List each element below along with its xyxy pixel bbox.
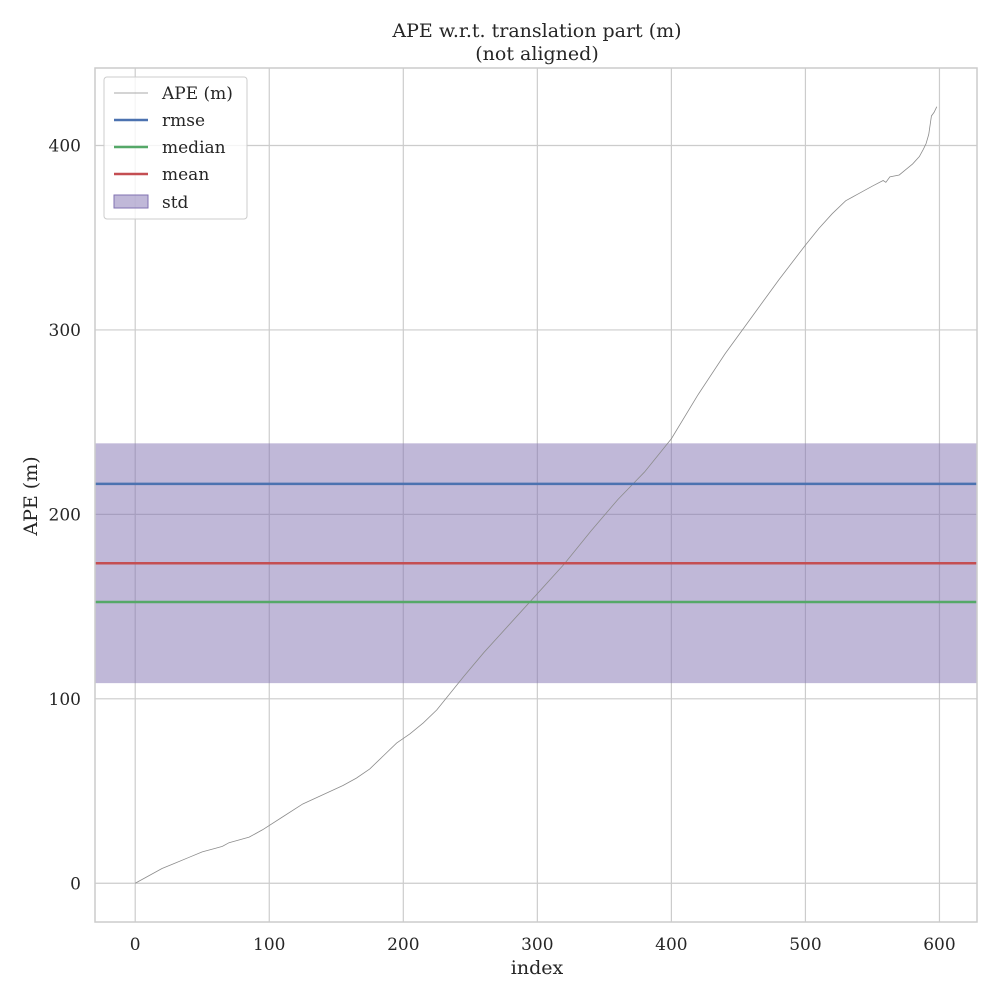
y-tick-label: 0 <box>70 874 81 894</box>
y-tick-label: 400 <box>49 136 81 156</box>
legend-label-ape: APE (m) <box>161 84 233 104</box>
y-tick-label: 100 <box>49 690 81 710</box>
x-tick-label: 600 <box>923 935 955 955</box>
legend-swatch-std <box>113 194 149 209</box>
chart-title: APE w.r.t. translation part (m) <box>391 20 681 42</box>
legend-label-median: median <box>162 138 226 158</box>
plot-frame <box>94 67 978 923</box>
y-axis-label: APE (m) <box>20 456 42 536</box>
y-tick-label: 200 <box>49 505 81 525</box>
legend-label-mean: mean <box>162 165 209 185</box>
x-tick-label: 100 <box>253 935 285 955</box>
legend-label-std: std <box>162 193 189 213</box>
legend-box <box>103 76 248 220</box>
chart-subtitle: (not aligned) <box>475 43 598 65</box>
legend: APE (m) rmse median mean std <box>103 76 248 220</box>
x-tick-label: 400 <box>655 935 687 955</box>
x-tick-label: 500 <box>789 935 821 955</box>
x-tick-label: 0 <box>130 935 141 955</box>
y-tick-label: 300 <box>49 321 81 341</box>
x-tick-label: 200 <box>387 935 419 955</box>
x-tick-label: 300 <box>521 935 553 955</box>
x-axis-label: index <box>511 957 564 979</box>
tick-labels: 0 100 200 300 400 500 600 0 100 200 300 400 <box>49 136 956 955</box>
legend-label-rmse: rmse <box>162 111 205 131</box>
reference-lines-layer <box>95 482 977 604</box>
